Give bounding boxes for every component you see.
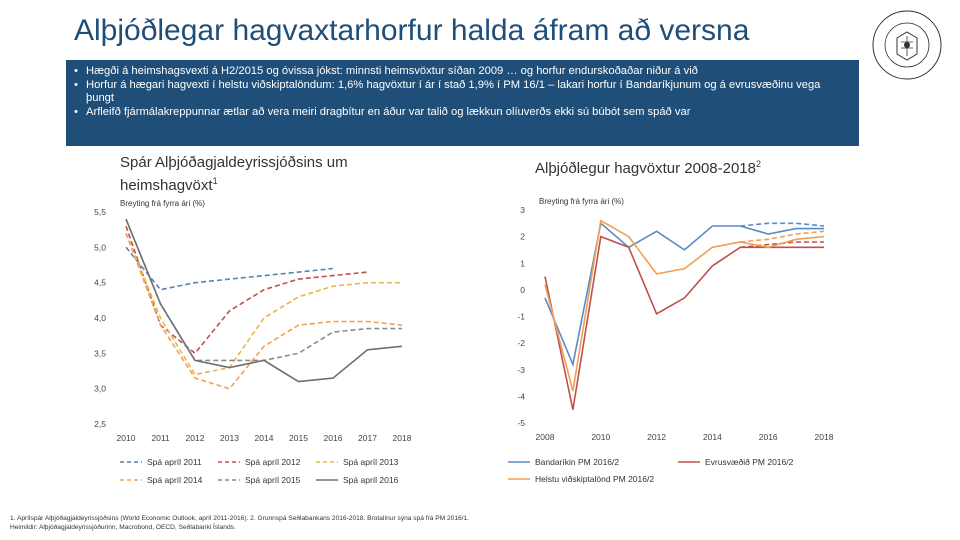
right-chart-title-sup: 2	[756, 159, 762, 169]
y-axis-label: Breyting frá fyrra ári (%)	[539, 197, 624, 206]
x-tick-label: 2014	[255, 433, 274, 443]
y-tick-label: -4	[517, 391, 525, 401]
y-tick-label: -3	[517, 365, 525, 375]
x-tick-label: 2017	[358, 433, 377, 443]
y-tick-label: -2	[517, 338, 525, 348]
legend-label: Evrusvæðið PM 2016/2	[705, 457, 794, 467]
series-line	[125, 225, 368, 355]
y-tick-label: 3	[520, 205, 525, 215]
y-tick-label: 0	[520, 285, 525, 295]
x-tick-label: 2010	[117, 433, 136, 443]
imf-forecast-chart: Breyting frá fyrra ári (%) 2,5 3,0 3,5 4,0 4,…	[94, 199, 412, 485]
x-tick-label: 2018	[815, 432, 834, 442]
series-line	[125, 232, 402, 376]
left-chart-title-line1: Spár Alþjóðagjaldeyrissjóðsins um	[120, 154, 348, 171]
y-tick-label: 3,0	[94, 384, 106, 394]
right-chart-title: Alþjóðlegur hagvöxtur 2008-20182	[535, 155, 761, 178]
legend-label: Spá apríl 2016	[343, 475, 399, 485]
page-title: Alþjóðlegar hagvaxtarhorfur halda áfram …	[74, 14, 750, 47]
legend-label: Bandaríkin PM 2016/2	[535, 457, 619, 467]
y-tick-label: 3,5	[94, 348, 106, 358]
series-line	[740, 230, 825, 243]
series-line	[544, 219, 825, 392]
series-line	[125, 232, 403, 390]
x-tick-label: 2016	[324, 433, 343, 443]
y-tick-label: 1	[520, 258, 525, 268]
series-line	[740, 222, 825, 227]
y-axis-label: Breyting frá fyrra ári (%)	[120, 199, 205, 208]
left-chart-title-line2: heimshagvöxt	[120, 177, 213, 194]
legend-label: Helstu viðskiptalönd PM 2016/2	[535, 474, 654, 484]
x-tick-label: 2016	[759, 432, 778, 442]
series-line	[125, 246, 334, 291]
y-tick-label: -5	[517, 418, 525, 428]
legend-label: Spá apríl 2012	[245, 457, 301, 467]
x-tick-label: 2010	[591, 432, 610, 442]
legend-label: Spá apríl 2011	[147, 457, 202, 467]
right-chart-title-text: Alþjóðlegur hagvöxtur 2008-2018	[535, 160, 756, 177]
x-tick-label: 2014	[703, 432, 722, 442]
left-chart-title: Spár Alþjóðagjaldeyrissjóðsins um heimsh…	[120, 153, 348, 195]
y-tick-label: 4,5	[94, 278, 106, 288]
y-tick-label: 2	[520, 232, 525, 242]
footnote: 1. Aprílspár Alþjóðagjaldeyrissjóðsins (…	[10, 514, 469, 532]
bullet-item: Hægði á heimshagsvexti á H2/2015 og óvis…	[74, 65, 849, 79]
legend-label: Spá apríl 2015	[245, 475, 301, 485]
x-tick-label: 2008	[536, 432, 555, 442]
x-tick-label: 2012	[186, 433, 205, 443]
y-tick-label: 5,0	[94, 242, 106, 252]
central-bank-seal-icon	[872, 10, 942, 80]
key-points-box: Hægði á heimshagsvexti á H2/2015 og óvis…	[66, 60, 859, 146]
legend-label: Spá apríl 2013	[343, 457, 399, 467]
bullet-item: Horfur á hægari hagvexti í helstu viðski…	[74, 79, 849, 106]
x-tick-label: 2012	[647, 432, 666, 442]
y-tick-label: 2,5	[94, 419, 106, 429]
left-chart-title-sup: 1	[212, 176, 218, 186]
y-tick-label: -1	[517, 312, 525, 322]
y-tick-label: 5,5	[94, 207, 106, 217]
series-line	[125, 218, 403, 383]
x-tick-label: 2015	[289, 433, 308, 443]
footnote-line1: 1. Aprílspár Alþjóðagjaldeyrissjóðsins (…	[10, 515, 470, 522]
global-growth-chart: Breyting frá fyrra ári (%) -5 -4 -3 -2 -1 0 1 2 3…	[508, 197, 834, 484]
x-tick-label: 2011	[151, 433, 170, 443]
y-tick-label: 4,0	[94, 313, 106, 323]
bullet-item: Arfleifð fjármálakreppunnar ætlar að ver…	[74, 106, 849, 120]
legend-label: Spá apríl 2014	[147, 475, 203, 485]
x-tick-label: 2013	[220, 433, 239, 443]
x-tick-label: 2018	[393, 433, 412, 443]
series-line	[544, 221, 824, 368]
series-line	[544, 235, 824, 410]
footnote-line2: Heimildir: Alþjóðagjaldeyrissjóðurinn, M…	[10, 524, 236, 531]
